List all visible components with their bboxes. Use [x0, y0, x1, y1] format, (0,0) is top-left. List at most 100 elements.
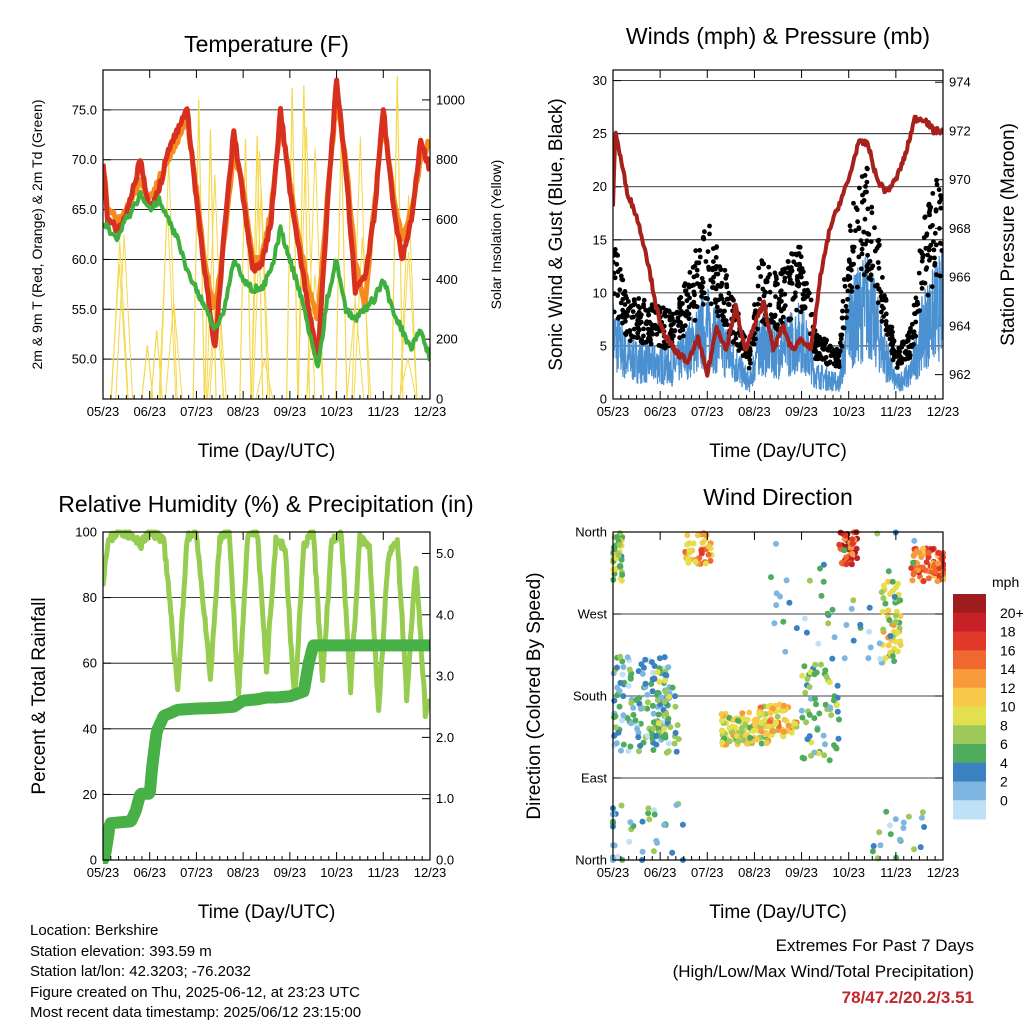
direction-point: [767, 710, 774, 716]
gust-point: [657, 343, 663, 349]
direction-point: [887, 633, 894, 639]
direction-point: [653, 733, 660, 740]
gust-point: [756, 265, 762, 271]
direction-point: [897, 642, 904, 648]
gust-point: [636, 296, 642, 301]
gust-point: [691, 289, 697, 295]
gust-point: [718, 267, 723, 273]
gust-point: [679, 323, 685, 329]
gust-point: [802, 304, 808, 310]
gust-point: [906, 344, 912, 350]
direction-point: [642, 656, 649, 663]
direction-point: [634, 725, 641, 732]
gust-point: [753, 336, 758, 342]
gust-point: [875, 260, 881, 265]
direction-point: [694, 532, 701, 539]
direction-point: [659, 733, 666, 740]
direction-point: [892, 816, 899, 823]
gust-point: [872, 248, 878, 254]
direction-point: [742, 721, 749, 728]
direction-point: [662, 677, 668, 684]
direction-point: [733, 733, 740, 739]
temperature-xtick-label: 11/23: [367, 404, 399, 419]
direction-point: [917, 844, 924, 851]
gust-point: [613, 270, 617, 276]
gust-point: [840, 308, 845, 314]
direction-xtick-label: 05/23: [597, 865, 630, 880]
direction-point: [705, 551, 712, 558]
direction-point: [635, 734, 642, 741]
gust-point: [705, 249, 711, 255]
gust-point: [882, 293, 887, 299]
direction-point: [811, 671, 818, 678]
gust-point: [623, 318, 628, 324]
gust-point: [778, 318, 784, 323]
gust-point: [755, 283, 761, 289]
gust-point: [747, 357, 753, 363]
gust-point: [731, 339, 736, 344]
direction-point: [820, 732, 827, 739]
temperature-solar-ytick-label: 800: [436, 152, 458, 167]
colorbar-swatch: [953, 650, 986, 670]
gust-point: [646, 331, 651, 336]
direction-point: [879, 608, 886, 615]
gust-point: [648, 321, 654, 327]
gust-point: [637, 305, 643, 311]
gust-point: [926, 210, 932, 216]
gust-point: [641, 297, 647, 303]
gust-point: [661, 339, 667, 345]
direction-point: [801, 615, 808, 622]
solar-trace: [164, 302, 183, 399]
gust-point: [845, 288, 851, 294]
direction-point: [646, 816, 653, 823]
gust-point: [864, 238, 870, 244]
gust-point: [743, 354, 749, 360]
gust-point: [699, 276, 705, 281]
gust-point: [861, 229, 867, 235]
direction-point: [876, 640, 883, 647]
temperature-ylabel-right: Solar Insolation (Yellow): [488, 160, 504, 310]
gust-point: [785, 259, 791, 264]
gust-point: [703, 295, 709, 301]
direction-point: [672, 729, 679, 736]
direction-point: [804, 676, 811, 682]
solar-trace: [255, 359, 274, 399]
gust-point: [849, 284, 855, 290]
direction-point: [656, 678, 663, 685]
gust-point: [769, 320, 775, 325]
gust-point: [724, 284, 730, 290]
gust-point: [901, 339, 906, 345]
direction-point: [867, 644, 874, 651]
gust-point: [789, 281, 795, 286]
direction-point: [638, 661, 645, 668]
direction-point: [808, 752, 814, 759]
direction-point: [673, 802, 680, 808]
direction-point: [806, 684, 813, 690]
direction-point: [619, 671, 626, 678]
direction-point: [627, 743, 634, 750]
direction-point: [739, 710, 746, 717]
direction-point: [921, 824, 928, 830]
direction-point: [909, 577, 916, 584]
direction-point: [650, 710, 657, 717]
gust-point: [678, 312, 683, 317]
gust-point: [889, 342, 895, 347]
gust-point: [863, 184, 868, 189]
gust-point: [748, 360, 753, 366]
gust-point: [808, 297, 814, 303]
direction-point: [719, 739, 726, 746]
gust-point: [926, 201, 932, 207]
temperature-xtick-label: 09/23: [274, 404, 307, 419]
gust-point: [868, 239, 874, 245]
gust-point: [876, 286, 881, 292]
direction-point: [654, 839, 660, 846]
direction-point: [877, 842, 884, 849]
solar-peak: [141, 345, 154, 399]
direction-point: [823, 673, 830, 680]
temperature-ytick-label: 55.0: [72, 302, 97, 317]
humidity-xtick-label: 09/23: [274, 865, 307, 880]
gust-point: [917, 308, 922, 313]
direction-point: [692, 558, 699, 565]
gust-point: [856, 225, 862, 231]
solar-trace: [399, 251, 418, 399]
